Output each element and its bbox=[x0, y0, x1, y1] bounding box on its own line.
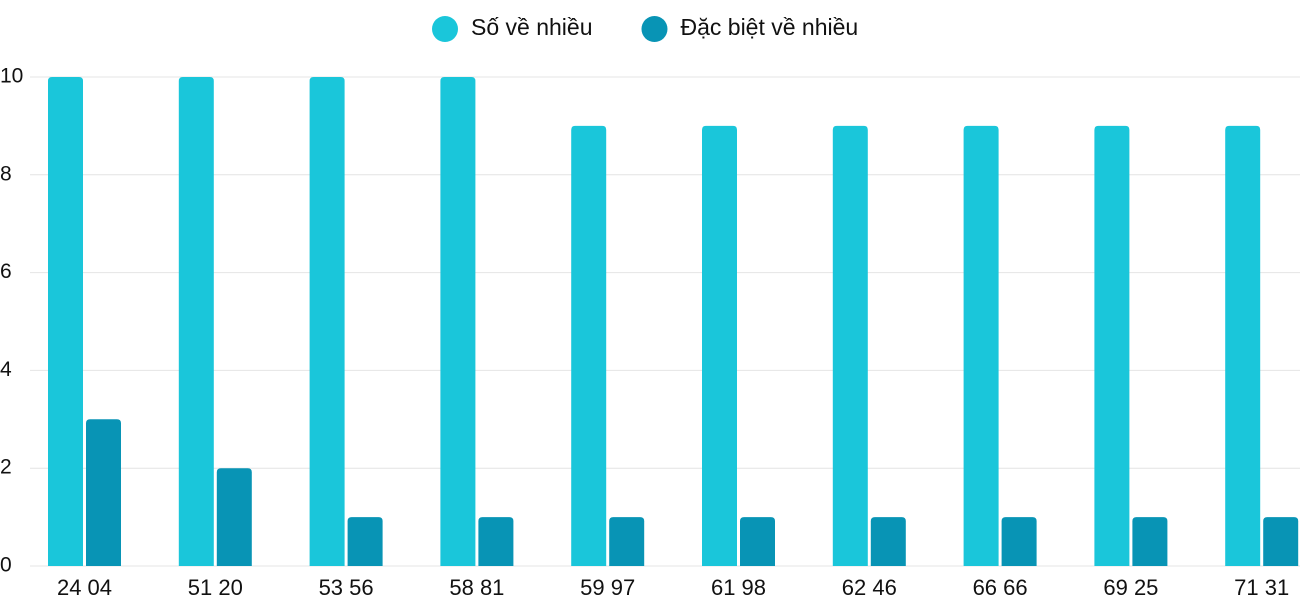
x-tick-label: 59 97 bbox=[580, 575, 635, 600]
legend-label: Đặc biệt về nhiều bbox=[680, 14, 858, 40]
bar bbox=[1263, 517, 1299, 566]
x-tick-label: 51 20 bbox=[188, 575, 243, 600]
y-tick-label: 0 bbox=[0, 554, 12, 577]
y-tick-label: 10 bbox=[0, 65, 23, 88]
bar bbox=[309, 77, 345, 566]
y-tick-label: 4 bbox=[0, 358, 12, 381]
bar bbox=[1225, 125, 1261, 567]
bar bbox=[702, 125, 737, 567]
bar bbox=[48, 77, 83, 566]
legend-swatch bbox=[432, 16, 458, 42]
bar bbox=[1001, 517, 1037, 566]
bar bbox=[86, 419, 121, 566]
y-tick-label: 8 bbox=[0, 162, 12, 185]
x-tick-label: 61 98 bbox=[711, 575, 766, 600]
x-tick-label: 24 04 bbox=[57, 575, 112, 600]
bar bbox=[571, 125, 607, 567]
bar bbox=[870, 517, 906, 566]
x-tick-label: 53 56 bbox=[319, 575, 374, 600]
y-tick-label: 2 bbox=[0, 456, 12, 479]
bar bbox=[609, 517, 645, 566]
x-tick-label: 58 81 bbox=[449, 575, 504, 600]
x-tick-label: 66 66 bbox=[973, 575, 1028, 600]
bar bbox=[178, 77, 214, 566]
bar bbox=[216, 468, 252, 566]
bar bbox=[832, 125, 868, 567]
y-tick-label: 6 bbox=[0, 260, 12, 283]
x-tick-label: 69 25 bbox=[1103, 575, 1158, 600]
bar bbox=[347, 517, 383, 566]
bar bbox=[440, 77, 476, 566]
x-tick-label: 62 46 bbox=[842, 575, 897, 600]
legend-swatch bbox=[641, 16, 668, 42]
bar bbox=[963, 125, 999, 567]
bar bbox=[1132, 517, 1168, 566]
legend-label: Số về nhiều bbox=[471, 14, 592, 40]
bar bbox=[1094, 125, 1130, 567]
x-tick-label: 71 31 bbox=[1234, 575, 1289, 600]
bar bbox=[740, 517, 775, 566]
bar bbox=[478, 517, 514, 566]
